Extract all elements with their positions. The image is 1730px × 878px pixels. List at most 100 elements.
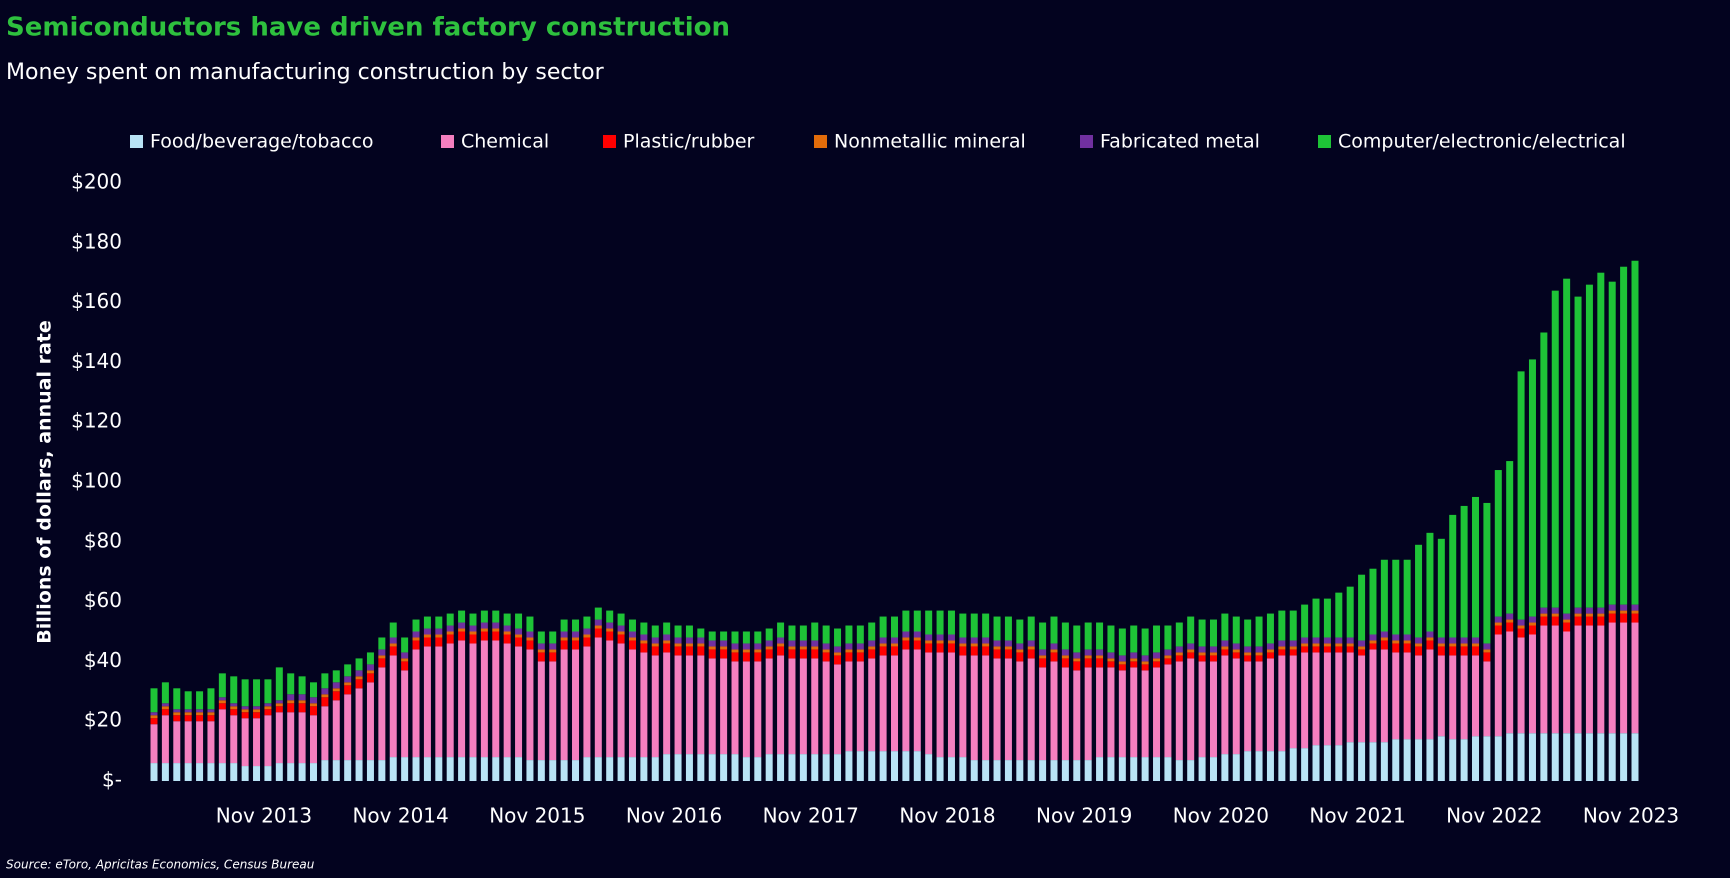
bar-segment (1483, 652, 1491, 662)
bar-segment (241, 718, 249, 767)
y-tick-label: $120 (71, 409, 122, 433)
bar-segment (196, 721, 204, 764)
x-tick-label: Nov 2015 (489, 804, 585, 828)
y-tick-label: $20 (84, 708, 122, 732)
bar-segment (1358, 742, 1366, 781)
bar-segment (1255, 646, 1263, 653)
bar-segment (811, 754, 819, 781)
bar-segment (1107, 661, 1115, 668)
legend-swatch (1080, 135, 1093, 148)
bar-segment (1460, 643, 1468, 647)
bar-segment (708, 754, 716, 781)
bar-segment (1346, 643, 1354, 647)
bar-segment (378, 655, 386, 659)
bar-segment (1426, 532, 1434, 632)
bar-segment (708, 658, 716, 755)
bar-segment (435, 757, 443, 781)
y-tick-label: $40 (84, 648, 122, 672)
bar-segment (1415, 739, 1423, 781)
bar-segment (594, 757, 602, 781)
bar-segment (1232, 649, 1240, 653)
bar-segment (184, 712, 192, 716)
bar-segment (218, 700, 226, 704)
bar-segment (332, 691, 340, 701)
bar-segment (401, 637, 409, 653)
y-tick-label: $140 (71, 349, 122, 373)
bar-segment (913, 649, 921, 752)
bar-segment (230, 709, 238, 716)
bar-segment (777, 637, 785, 644)
bar-segment (1483, 736, 1491, 781)
bar-segment (309, 715, 317, 764)
bar-segment (754, 757, 762, 781)
bar-segment (913, 631, 921, 638)
bar-segment (1494, 622, 1502, 626)
bar-segment (1004, 646, 1012, 650)
bar-segment (1141, 661, 1149, 665)
bar-segment (1597, 613, 1605, 617)
bar-segment (1528, 625, 1536, 635)
bar-segment (1004, 760, 1012, 781)
bar-segment (275, 700, 283, 704)
bar-segment (1483, 643, 1491, 650)
bar-segment (161, 703, 169, 707)
bar-segment (902, 751, 910, 781)
bar-segment (754, 649, 762, 653)
bar-segment (1335, 592, 1343, 638)
bar-segment (1335, 745, 1343, 781)
bar-segment (617, 757, 625, 781)
y-tick-label: $160 (71, 289, 122, 313)
bar-segment (1255, 655, 1263, 662)
bar-segment (1346, 646, 1354, 653)
bar-segment (720, 631, 728, 641)
bar-segment (1540, 613, 1548, 617)
bar-segment (628, 640, 636, 650)
bar-segment (1323, 637, 1331, 644)
bar-segment (1061, 655, 1069, 659)
bar-segment (389, 643, 397, 647)
bar-segment (1255, 652, 1263, 656)
bar-segment (389, 646, 397, 656)
bar-segment (1517, 637, 1525, 734)
legend-swatch (130, 135, 143, 148)
bar-segment (1449, 655, 1457, 740)
bar-segment (412, 637, 420, 641)
bar-segment (640, 757, 648, 781)
bar-segment (947, 643, 955, 653)
bar-segment (480, 757, 488, 781)
bar-segment (1392, 739, 1400, 781)
bar-segment (651, 643, 659, 647)
bar-segment (1130, 652, 1138, 659)
bar-segment (1517, 371, 1525, 620)
bar-segment (1449, 646, 1457, 656)
bar-segment (606, 757, 614, 781)
bar-segment (993, 658, 1001, 761)
bar-segment (1301, 604, 1309, 638)
bar-segment (572, 649, 580, 761)
bar-segment (822, 652, 830, 662)
bar-segment (196, 715, 204, 722)
bar-segment (423, 646, 431, 758)
bar-segment (1597, 616, 1605, 626)
bar-segment (1198, 661, 1206, 758)
bar-segment (1061, 658, 1069, 668)
bar-segment (253, 718, 261, 767)
y-tick-label: $180 (71, 229, 122, 253)
legend-label: Fabricated metal (1100, 131, 1260, 153)
bar-segment (788, 646, 796, 650)
bar-segment (560, 760, 568, 781)
bar-segment (1061, 622, 1069, 650)
bar-segment (1312, 745, 1320, 781)
bar-segment (446, 634, 454, 644)
bar-segment (1107, 625, 1115, 653)
bar-segment (1472, 637, 1480, 644)
bar-segment (275, 763, 283, 781)
bar-segment (1255, 661, 1263, 752)
bar-segment (264, 715, 272, 767)
bar-segment (777, 754, 785, 781)
bar-segment (834, 664, 842, 755)
bar-segment (1403, 652, 1411, 740)
bar-segment (253, 706, 261, 710)
bar-segment (412, 757, 420, 781)
bar-segment (389, 757, 397, 781)
